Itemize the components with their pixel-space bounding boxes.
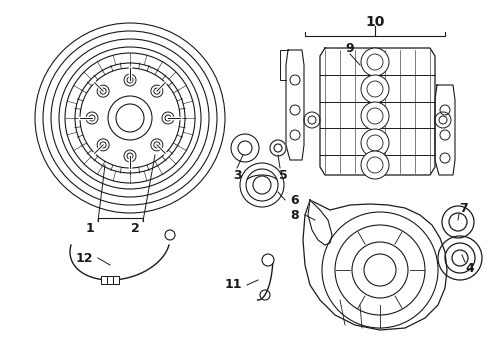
Text: 11: 11 [224, 279, 241, 292]
Circle shape [151, 139, 163, 151]
Polygon shape [307, 200, 331, 245]
Text: 8: 8 [290, 208, 299, 221]
Circle shape [334, 225, 424, 315]
Circle shape [124, 74, 136, 86]
Bar [113, 276, 119, 284]
Text: 7: 7 [458, 202, 467, 215]
Polygon shape [285, 50, 304, 160]
Circle shape [162, 112, 174, 124]
Circle shape [97, 85, 109, 97]
Circle shape [86, 112, 98, 124]
Bar [101, 276, 107, 284]
Polygon shape [303, 200, 446, 330]
Bar [107, 276, 113, 284]
Circle shape [360, 102, 388, 130]
Circle shape [360, 75, 388, 103]
Circle shape [75, 63, 184, 173]
Circle shape [360, 129, 388, 157]
Circle shape [360, 48, 388, 76]
Polygon shape [319, 48, 434, 175]
Text: 3: 3 [232, 168, 241, 181]
Circle shape [97, 139, 109, 151]
Polygon shape [434, 85, 454, 175]
Text: 10: 10 [365, 15, 384, 29]
Text: 1: 1 [85, 221, 94, 234]
Text: 12: 12 [75, 252, 93, 265]
Circle shape [124, 150, 136, 162]
Polygon shape [280, 50, 285, 80]
Circle shape [151, 85, 163, 97]
Circle shape [360, 151, 388, 179]
Text: 6: 6 [290, 194, 299, 207]
Text: 5: 5 [278, 168, 287, 181]
Circle shape [451, 250, 467, 266]
Text: 2: 2 [130, 221, 139, 234]
Text: 4: 4 [465, 261, 473, 274]
Circle shape [164, 230, 175, 240]
Circle shape [61, 49, 199, 187]
Text: 9: 9 [345, 41, 354, 54]
